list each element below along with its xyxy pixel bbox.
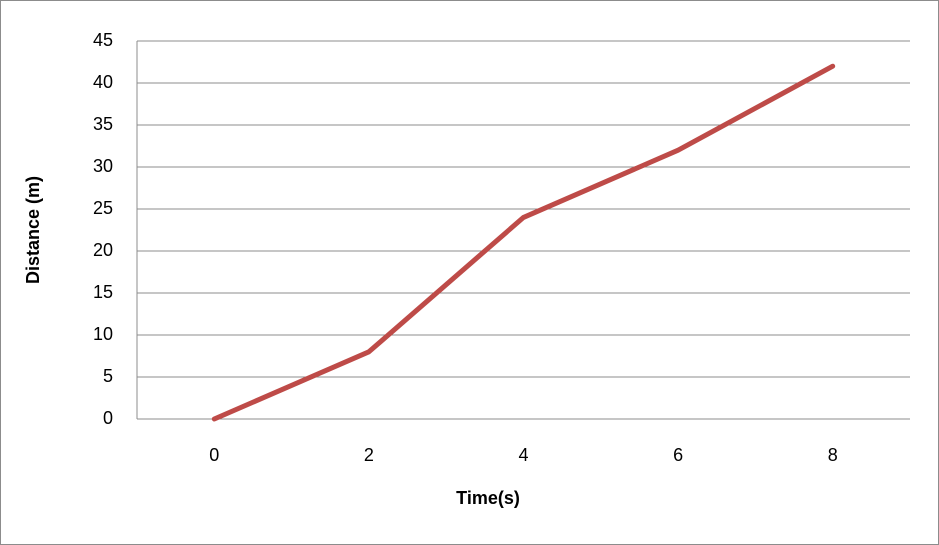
y-tick-label: 10 — [93, 324, 113, 344]
y-tick-label: 45 — [93, 30, 113, 50]
y-tick-label: 30 — [93, 156, 113, 176]
x-tick-label: 0 — [209, 445, 219, 465]
x-tick-label: 6 — [673, 445, 683, 465]
y-tick-label: 0 — [103, 408, 113, 428]
y-axis-title: Distance (m) — [23, 176, 43, 284]
y-tick-label: 35 — [93, 114, 113, 134]
y-tick-label: 25 — [93, 198, 113, 218]
y-tick-label: 40 — [93, 72, 113, 92]
y-tick-label: 5 — [103, 366, 113, 386]
x-tick-label: 8 — [828, 445, 838, 465]
y-tick-label: 20 — [93, 240, 113, 260]
x-tick-label: 4 — [518, 445, 528, 465]
data-line — [211, 63, 836, 422]
x-tick-label: 2 — [364, 445, 374, 465]
y-tick-label: 15 — [93, 282, 113, 302]
x-axis-title: Time(s) — [456, 488, 520, 508]
